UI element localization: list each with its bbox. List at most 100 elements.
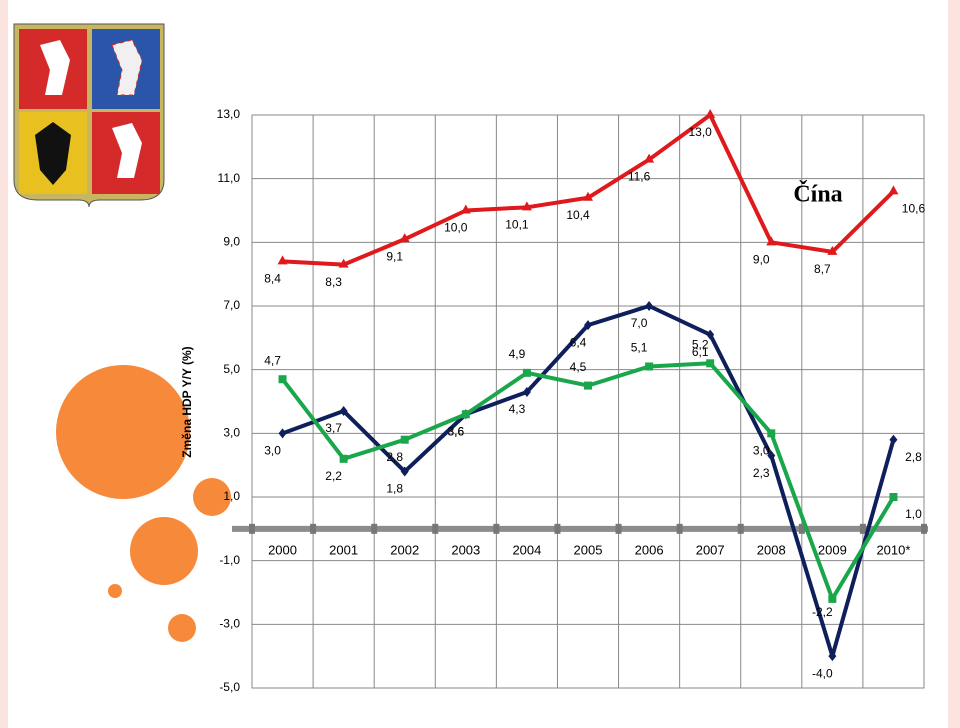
y-tick-label: -5,0 [219, 680, 240, 694]
data-label: 9,1 [386, 249, 403, 263]
point [889, 493, 898, 501]
axis-tick [432, 523, 439, 534]
point [705, 109, 716, 118]
data-label: 4,3 [509, 402, 526, 416]
data-label: 2,2 [325, 469, 342, 483]
point [888, 185, 899, 195]
axis-tick [615, 523, 622, 534]
x-tick-label: 2002 [390, 542, 419, 557]
y-tick-label: -3,0 [219, 617, 240, 631]
y-tick-label: 7,0 [223, 298, 240, 312]
point [277, 255, 288, 265]
point [400, 466, 409, 477]
point [338, 258, 349, 268]
axis-tick [798, 523, 805, 534]
data-label: 10,6 [902, 202, 926, 216]
point [400, 435, 409, 444]
data-label: 3,0 [264, 444, 281, 458]
x-tick-label: 2004 [512, 542, 541, 557]
coat-of-arms [13, 23, 165, 208]
x-tick-label: 2001 [329, 542, 358, 557]
data-label: 10,4 [566, 208, 590, 222]
axis-tick [676, 523, 683, 534]
x-tick-label: 2008 [757, 542, 786, 557]
data-label: 8,7 [814, 262, 831, 276]
point [521, 201, 532, 211]
point [828, 594, 837, 603]
axis-tick [310, 523, 317, 534]
edge-stripe [0, 0, 8, 728]
data-label: 5,1 [631, 341, 648, 355]
decor-circle [130, 517, 198, 585]
data-label: 13,0 [689, 125, 713, 139]
data-label: -4,0 [812, 666, 833, 680]
x-tick-label: 2010* [876, 542, 910, 557]
data-label: 4,5 [570, 360, 587, 374]
data-label: 10,1 [505, 217, 529, 231]
y-tick-label: -1,0 [219, 553, 240, 567]
data-label: 8,4 [264, 272, 281, 286]
point [767, 450, 776, 461]
x-tick-label: 2006 [635, 542, 664, 557]
point [645, 362, 654, 371]
decor-circle [56, 365, 190, 499]
data-label: 5,2 [692, 337, 709, 351]
data-label: 3,7 [325, 421, 342, 435]
y-tick-label: 9,0 [223, 235, 240, 249]
point [644, 153, 655, 163]
axis-tick [737, 523, 744, 534]
x-tick-label: 2009 [818, 542, 847, 557]
y-tick-label: 1,0 [223, 489, 240, 503]
point [278, 375, 287, 384]
point [278, 428, 287, 439]
axis-tick [371, 523, 378, 534]
data-label: 1,8 [386, 482, 403, 496]
point [827, 245, 838, 255]
point [706, 359, 715, 368]
data-label: 1,0 [905, 507, 922, 521]
data-label: 6,4 [570, 335, 587, 349]
data-label: 7,0 [631, 316, 648, 330]
point [767, 429, 776, 438]
decor-circle [193, 478, 231, 516]
data-label: -2,2 [812, 605, 833, 619]
point [461, 410, 470, 419]
point [889, 434, 898, 445]
data-label: 3,6 [447, 424, 464, 438]
point [339, 454, 348, 463]
point [766, 236, 777, 246]
axis-tick [859, 523, 866, 534]
data-label: 4,9 [509, 347, 526, 361]
data-label: 11,6 [628, 170, 651, 184]
data-label: 3,0 [753, 444, 770, 458]
data-label: 3,6 [447, 424, 464, 438]
axis-tick [249, 523, 255, 534]
y-tick-label: 3,0 [223, 426, 240, 440]
point [522, 386, 531, 397]
point [645, 301, 654, 311]
point [583, 191, 593, 201]
series-label: Čína [793, 181, 842, 208]
decor-circle [108, 584, 122, 598]
x-tick-label: 2005 [574, 542, 603, 557]
edge-stripe [948, 0, 960, 728]
point [828, 651, 837, 662]
point [460, 204, 471, 214]
data-label: 9,0 [753, 253, 770, 267]
axis-tick [921, 523, 927, 534]
point [706, 329, 715, 340]
axis-tick [493, 523, 500, 534]
point [584, 381, 592, 390]
data-label: 6,1 [692, 345, 709, 359]
x-tick-label: 2007 [696, 542, 725, 557]
y-tick-label: 5,0 [223, 362, 240, 376]
data-label: 2,8 [905, 450, 922, 464]
axis-tick [554, 523, 561, 534]
y-tick-label: 13,0 [217, 107, 241, 121]
data-label: 8,3 [325, 275, 342, 289]
x-tick-label: 2000 [268, 542, 297, 557]
data-label: 2,3 [753, 466, 770, 480]
point [522, 368, 531, 377]
y-tick-label: 11,0 [218, 171, 241, 185]
